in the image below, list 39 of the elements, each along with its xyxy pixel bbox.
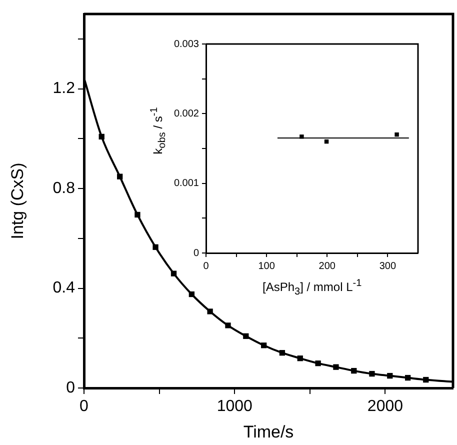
point [315, 360, 321, 366]
point [423, 376, 429, 383]
point [351, 368, 357, 374]
y-tick-label: 0.4 [52, 280, 76, 297]
point [333, 364, 339, 370]
point [387, 372, 393, 379]
y-tick-label: 0.001 [174, 178, 200, 190]
x-tick-label: 200 [318, 260, 336, 272]
x-tick-label: 0 [80, 398, 89, 416]
y-tick-label: 1.2 [52, 80, 76, 98]
x-tick-label: 100 [258, 260, 276, 272]
point [369, 370, 375, 377]
point [207, 308, 213, 314]
y-tick-label: 0.002 [174, 108, 200, 120]
x-axis-title: [AsPh$_{3}$] / mmol L$^{-1}$ [262, 278, 362, 298]
y-tick-label: 0.003 [174, 38, 200, 50]
point [188, 291, 195, 298]
y-tick-label: 0.8 [52, 180, 76, 197]
x-tick-label: 0 [203, 260, 210, 272]
y-tick-label: 0 [66, 379, 76, 396]
point [394, 132, 399, 137]
point [98, 134, 104, 140]
point [404, 374, 411, 381]
x-tick-label: 2000 [367, 398, 404, 416]
point [225, 322, 231, 328]
point [297, 356, 303, 362]
point [170, 270, 177, 276]
point [152, 244, 158, 250]
point [279, 350, 286, 356]
point [117, 174, 123, 180]
point [300, 134, 304, 139]
y-axis-title: Intg (CxS) [8, 162, 27, 240]
point [134, 212, 140, 218]
x-tick-label: 1000 [216, 398, 253, 416]
point [243, 333, 249, 339]
x-tick-label: 300 [379, 260, 396, 272]
point [261, 342, 267, 348]
x-axis-title: Time/s [243, 422, 294, 442]
y-tick-label: 0 [193, 248, 200, 259]
